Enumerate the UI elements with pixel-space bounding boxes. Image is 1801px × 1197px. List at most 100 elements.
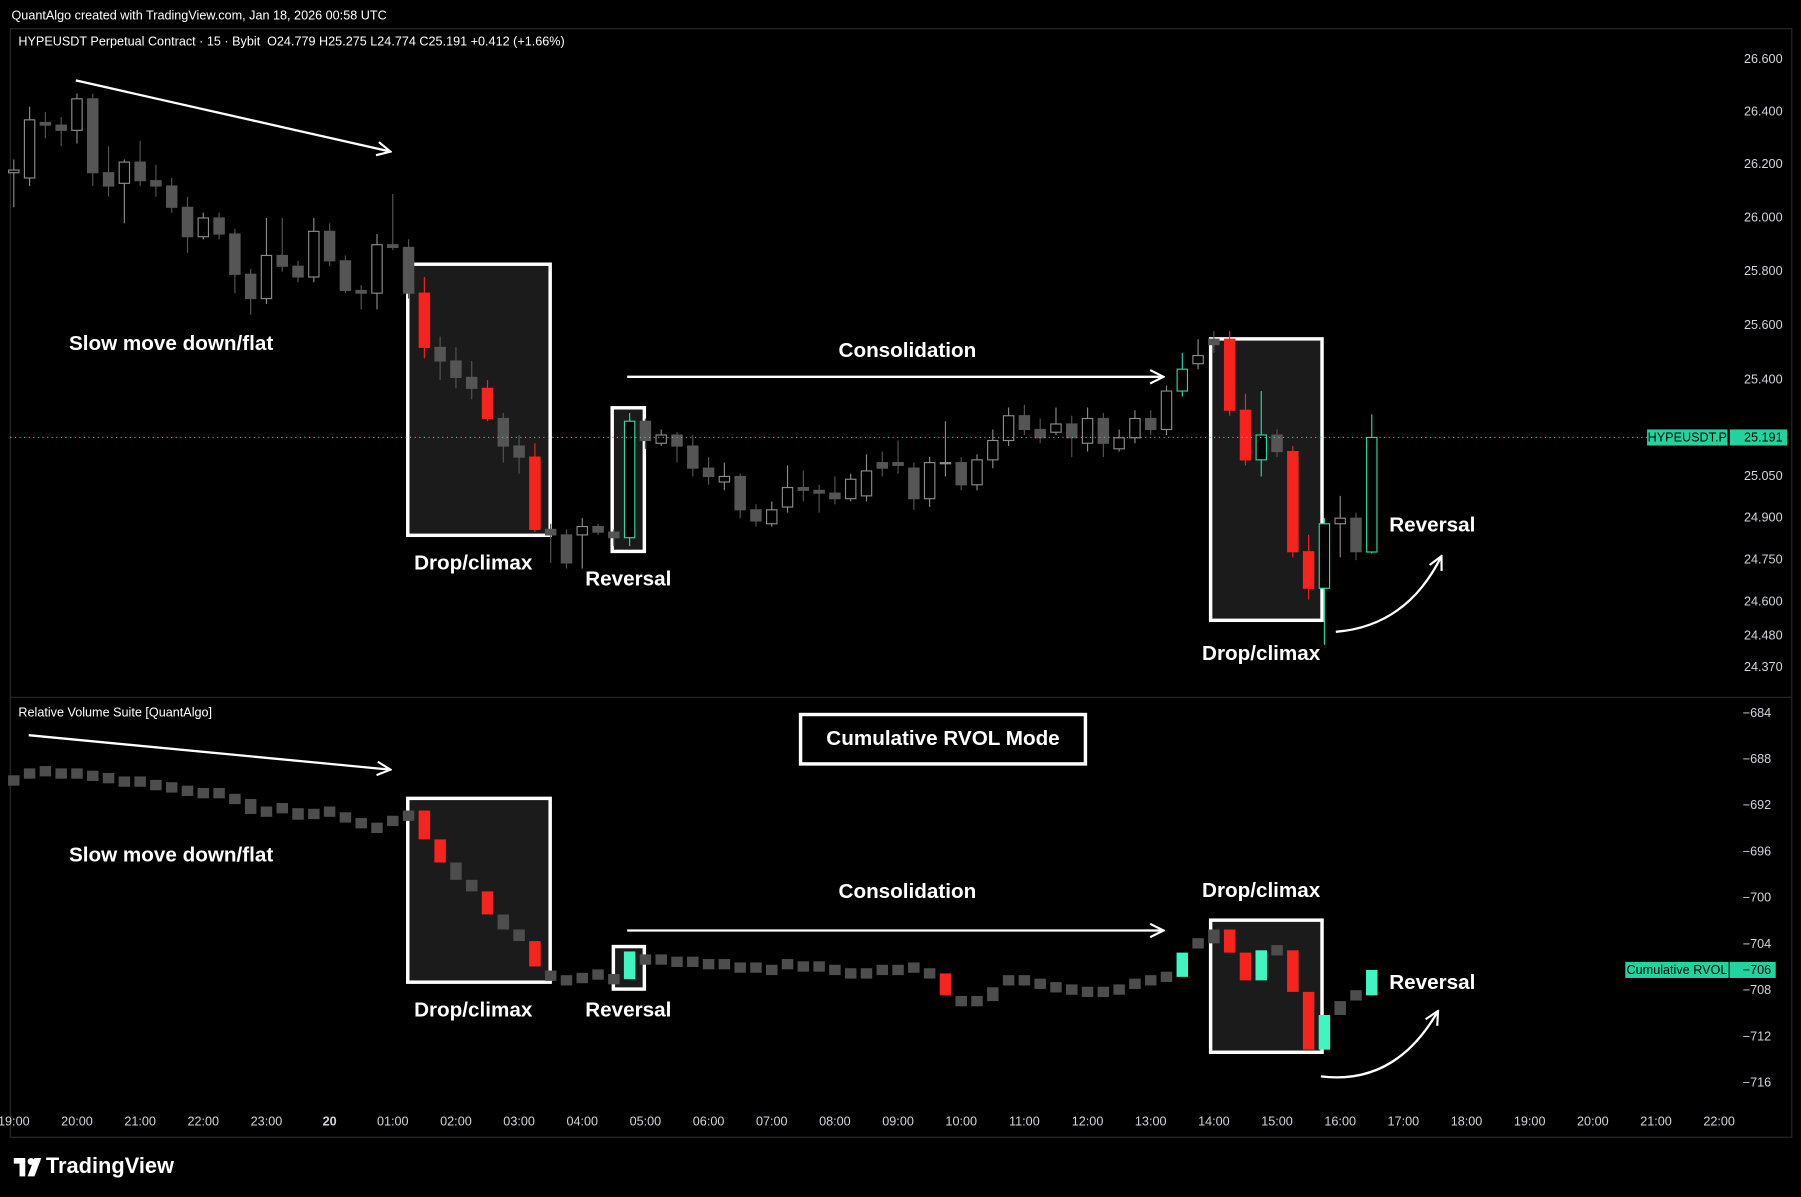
candle-body xyxy=(71,98,83,131)
rvol-block xyxy=(1113,984,1125,995)
rvol-block xyxy=(481,891,494,915)
candle-body xyxy=(213,217,225,235)
candle-body xyxy=(134,161,146,182)
rvol-block xyxy=(1302,991,1315,1050)
x-tick-label: 07:00 xyxy=(756,1115,788,1129)
rvol-block xyxy=(576,972,589,984)
candle-body xyxy=(797,486,810,491)
candle-body xyxy=(229,233,241,275)
rvol-block xyxy=(387,815,399,827)
candle-body xyxy=(1113,437,1125,450)
annotation: Drop/climax xyxy=(1202,879,1321,902)
annotation: Reversal xyxy=(585,998,671,1021)
indicator-title: Relative Volume Suite [QuantAlgo] xyxy=(18,706,212,720)
rvol-block xyxy=(134,776,146,787)
rvol-block xyxy=(908,962,920,973)
rvol-block xyxy=(813,961,825,972)
candle-body xyxy=(1176,368,1189,392)
x-tick-label: 09:00 xyxy=(882,1115,914,1129)
candle-body xyxy=(955,462,967,486)
x-tick-label: 02:00 xyxy=(440,1115,472,1129)
candle-body xyxy=(434,346,446,362)
rvol-block xyxy=(1334,1001,1346,1015)
logo-text: TradingView xyxy=(46,1153,175,1178)
x-tick-label: 10:00 xyxy=(945,1115,977,1129)
x-tick-label: 21:00 xyxy=(1640,1115,1672,1129)
rvol-block xyxy=(1066,984,1078,995)
x-tick-label: 23:00 xyxy=(251,1115,283,1129)
x-tick-label: 17:00 xyxy=(1388,1115,1420,1129)
value-tag-box xyxy=(1729,961,1776,978)
rvol-block xyxy=(55,768,67,779)
y-tick-label: 24.600 xyxy=(1744,595,1783,609)
y-tick-label: 26.400 xyxy=(1744,104,1783,118)
rvol-block xyxy=(1002,975,1015,986)
rvol-block xyxy=(1097,986,1110,998)
x-tick-label: 14:00 xyxy=(1198,1115,1230,1129)
rvol-block xyxy=(1255,950,1267,981)
x-tick-label: 13:00 xyxy=(1135,1115,1167,1129)
rvol-block xyxy=(750,962,762,973)
rvol-block xyxy=(1144,975,1157,986)
candle-body xyxy=(639,420,652,442)
candle-body xyxy=(1129,417,1141,439)
y-tick-label: 24.750 xyxy=(1744,552,1783,566)
x-tick-label: 12:00 xyxy=(1072,1115,1104,1129)
candle-body xyxy=(1255,434,1267,461)
price-tag: 25.191 xyxy=(1744,430,1783,444)
annotation: Reversal xyxy=(585,568,671,591)
candle-body xyxy=(687,445,699,469)
rvol-block xyxy=(687,956,699,968)
x-tick-label: 20 xyxy=(323,1115,337,1129)
rvol-block xyxy=(1176,952,1189,977)
candle-body xyxy=(1271,434,1283,453)
y-tick-label: 25.400 xyxy=(1744,372,1783,386)
y-tick-label: 26.000 xyxy=(1744,210,1783,224)
candle-body xyxy=(513,445,525,458)
rvol-block xyxy=(702,958,715,970)
rvol-block xyxy=(1034,978,1046,989)
rvol-block xyxy=(260,806,273,817)
rvol-block xyxy=(1366,969,1378,996)
rvol-block xyxy=(371,822,383,834)
x-tick-label: 20:00 xyxy=(1577,1115,1609,1129)
annotations: Slow move down/flat Drop/climax Reversal Co… xyxy=(69,332,1475,1021)
rvol-block xyxy=(8,775,20,786)
candle-body xyxy=(323,230,336,262)
rvol-block xyxy=(1287,950,1299,992)
candle-body xyxy=(1366,436,1378,553)
rvol-block xyxy=(829,964,841,976)
candle-body xyxy=(8,169,20,174)
annotation: Consolidation xyxy=(839,880,977,903)
y-tick-label: −708 xyxy=(1743,983,1771,997)
rvol-block xyxy=(923,968,936,979)
rvol-block xyxy=(1192,938,1204,949)
rvol-block xyxy=(781,958,794,970)
candle-body xyxy=(450,360,462,378)
candle-body xyxy=(781,486,794,508)
candle-body xyxy=(1223,338,1236,411)
rvol-block xyxy=(623,951,636,980)
candle-body xyxy=(908,467,920,500)
value-tag: −706 xyxy=(1743,963,1771,977)
rvol-block xyxy=(592,969,604,980)
annotation: Reversal xyxy=(1389,514,1475,537)
candle-body xyxy=(1144,417,1157,431)
candle-body xyxy=(734,475,746,511)
rvol-block xyxy=(1050,982,1062,993)
rvol-block xyxy=(987,987,999,1002)
rvol-block xyxy=(766,964,778,976)
y-tick-label: −704 xyxy=(1743,937,1771,951)
x-tick-label: 08:00 xyxy=(819,1115,851,1129)
x-tick-label: 05:00 xyxy=(630,1115,662,1129)
symbol: HYPEUSDT Perpetual Contract · 15 · Bybit xyxy=(18,35,260,49)
rvol-block xyxy=(718,958,731,970)
candle-body xyxy=(339,260,352,292)
rvol-block xyxy=(181,785,194,797)
tag-label: HYPEUSDT.P xyxy=(1648,430,1727,444)
candle-body xyxy=(418,292,431,348)
candle-body xyxy=(1302,551,1315,589)
logo-icon xyxy=(27,1157,35,1165)
chart-title: HYPEUSDT Perpetual Contract · 15 · Bybit… xyxy=(18,35,564,49)
candle-body xyxy=(592,525,604,533)
